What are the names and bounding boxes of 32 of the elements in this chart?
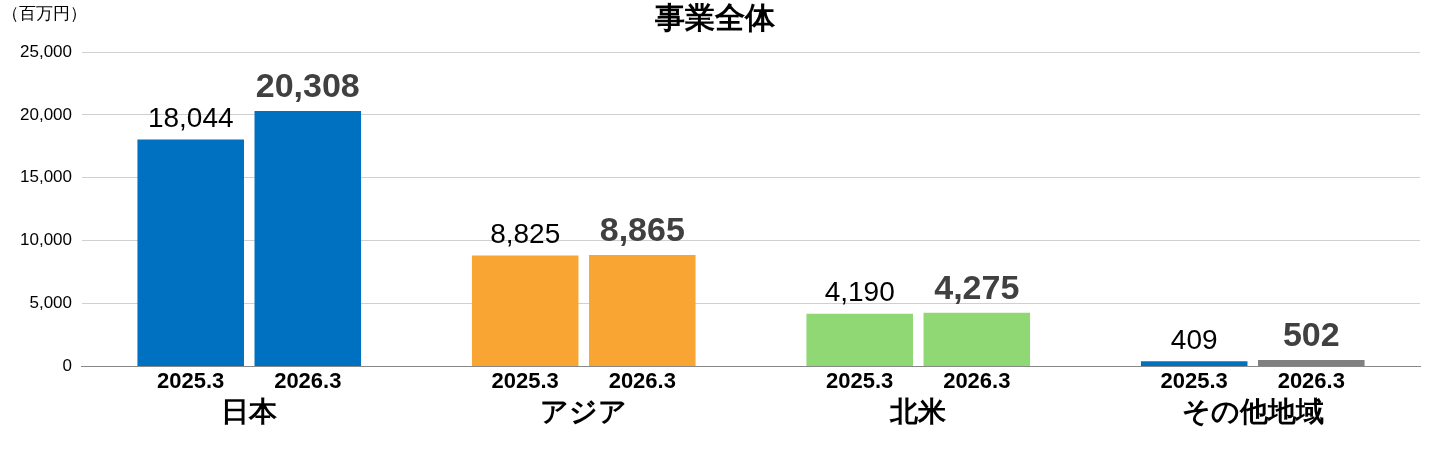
text: 2025.3: [491, 368, 559, 394]
y-tick-label: 10,000: [20, 230, 72, 250]
bar: [923, 312, 1031, 366]
x-tick-label: 日本: [221, 395, 279, 427]
x-tick-label: 北米: [889, 395, 947, 427]
series-label: 2025.3: [157, 368, 225, 394]
y-axis-title: （百万円）: [2, 4, 87, 24]
text: 2026.3: [1277, 368, 1345, 394]
bar: [589, 254, 696, 366]
data-label: 4,190: [824, 276, 895, 308]
series-label: 2026.3: [274, 368, 342, 394]
data-label: 18,044: [147, 102, 234, 134]
y-tick-label: 5,000: [29, 293, 72, 313]
text: 2025.3: [826, 368, 894, 394]
y-tick-label: 15,000: [20, 167, 72, 187]
text: 2026.3: [608, 368, 676, 394]
y-tick-label: 20,000: [20, 104, 72, 124]
data-label: 409: [1170, 323, 1218, 355]
bar: [137, 139, 244, 366]
data-label: 502: [1282, 315, 1340, 354]
y-tick-label: 25,000: [20, 41, 72, 61]
chart-title: 事業全体: [654, 1, 776, 35]
x-tick-label: アジア: [540, 395, 628, 427]
text: 2025.3: [1160, 368, 1228, 394]
x-tick-label: その他地域: [1181, 395, 1324, 427]
bar: [1140, 361, 1248, 366]
data-label: 8,825: [490, 218, 561, 250]
data-label: 8,865: [599, 210, 685, 249]
text: 2026.3: [943, 368, 1011, 394]
data-label: 20,308: [255, 66, 360, 105]
y-tick-label: 0: [62, 356, 72, 376]
data-label: 4,275: [934, 268, 1020, 307]
